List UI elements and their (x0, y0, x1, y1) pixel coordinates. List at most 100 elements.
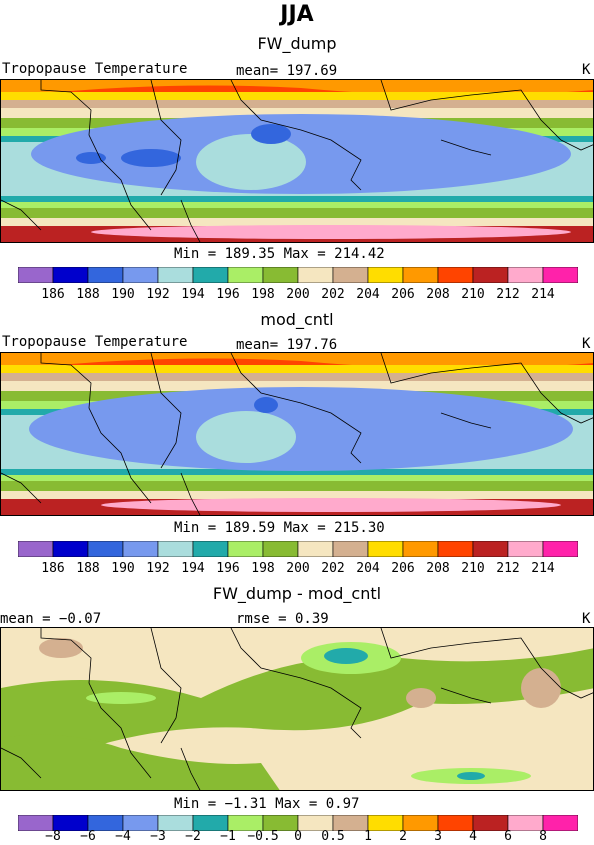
colorbar-swatch (472, 541, 509, 557)
colorbar-tick-label: 204 (356, 287, 380, 302)
colorbar-tick-label: 186 (41, 561, 65, 576)
colorbar-tick-label: 200 (286, 561, 310, 576)
colorbar-tick-label: 190 (111, 287, 135, 302)
page-title: JJA (280, 2, 314, 27)
colorbar-tick-label: −3 (150, 829, 166, 844)
colorbar-tick-label: 200 (286, 287, 310, 302)
colorbar-swatch (367, 267, 404, 283)
panel-2-mean: mean= 197.76 (236, 337, 338, 353)
panel-3-title: FW_dump - mod_cntl (212, 584, 382, 603)
colorbar-swatch (332, 267, 369, 283)
panel-2-colorbar-svg (18, 541, 578, 557)
band-neg1-b (86, 692, 156, 704)
coastline-outline (1, 628, 593, 790)
panel-3-minmax: Min = −1.31 Max = 0.97 (174, 796, 360, 812)
colorbar-tick-label: −4 (115, 829, 131, 844)
colorbar-swatch (542, 541, 578, 557)
colorbar-swatch (472, 267, 509, 283)
colorbar-tick-label: 212 (496, 287, 520, 302)
band-214 (101, 498, 561, 512)
panel-3-colorbar-svg (18, 815, 578, 831)
colorbar-tick-label: 208 (426, 561, 450, 576)
panel-3-map (0, 627, 594, 791)
colorbar-swatch (122, 267, 159, 283)
colorbar-swatch (402, 541, 439, 557)
colorbar-swatch (122, 541, 159, 557)
panel-1-colorbar-svg (18, 267, 578, 283)
colorbar-tick-label: 8 (539, 829, 547, 844)
panel-2-title: mod_cntl (260, 310, 334, 329)
colorbar-tick-label: 188 (76, 287, 100, 302)
panel-2-colorbar (18, 541, 578, 557)
colorbar-tick-label: −1 (220, 829, 236, 844)
colorbar-swatch (297, 267, 334, 283)
colorbar-swatch (227, 267, 264, 283)
colorbar-tick-label: 6 (504, 829, 512, 844)
band-0.5-1-c (39, 638, 83, 658)
colorbar-tick-label: 214 (531, 287, 555, 302)
colorbar-tick-label: 0 (294, 829, 302, 844)
panel-1-field-label: Tropopause Temperature (2, 61, 188, 77)
colorbar-tick-label: 204 (356, 561, 380, 576)
colorbar-swatch (227, 541, 264, 557)
panel-3-mean: mean = −0.07 (0, 611, 102, 627)
colorbar-tick-label: −6 (80, 829, 96, 844)
colorbar-tick-label: −8 (45, 829, 61, 844)
colorbar-tick-label: 1 (364, 829, 372, 844)
band-0.5-1-b (406, 688, 436, 708)
colorbar-swatch (87, 541, 124, 557)
colorbar-tick-label: 214 (531, 561, 555, 576)
colorbar-tick-label: 2 (399, 829, 407, 844)
colorbar-swatch (367, 541, 404, 557)
panel-3-rmse: rmse = 0.39 (236, 611, 329, 627)
colorbar-swatch (542, 267, 578, 283)
colorbar-swatch (297, 541, 334, 557)
panel-2-map (0, 352, 594, 516)
band-214 (91, 225, 571, 239)
colorbar-swatch (507, 267, 544, 283)
colorbar-tick-label: 188 (76, 561, 100, 576)
band-194-inner (196, 411, 296, 463)
panel-3-contour-svg (1, 628, 593, 790)
panel-1-title: FW_dump (257, 34, 337, 53)
colorbar-swatch (402, 267, 439, 283)
colorbar-tick-label: −2 (185, 829, 201, 844)
colorbar-swatch (192, 267, 229, 283)
colorbar-tick-label: 210 (461, 561, 485, 576)
colorbar-tick-label: 192 (146, 561, 170, 576)
panel-1-mean: mean= 197.69 (236, 63, 338, 79)
colorbar-swatch (332, 541, 369, 557)
coastline-outline (1, 353, 593, 515)
band-190 (254, 397, 278, 413)
colorbar-swatch (18, 267, 54, 283)
colorbar-swatch (87, 267, 124, 283)
colorbar-tick-label: 206 (391, 287, 415, 302)
band-neg2 (324, 648, 368, 664)
colorbar-tick-label: 196 (216, 287, 240, 302)
colorbar-swatch (262, 267, 299, 283)
band-0.5-1 (521, 668, 561, 708)
band-194-inner (196, 134, 306, 190)
panel-3-units: K (582, 611, 591, 627)
band-190-a (121, 149, 181, 167)
colorbar-tick-label: 3 (434, 829, 442, 844)
colorbar-swatch (262, 541, 299, 557)
panel-2-field-label: Tropopause Temperature (2, 334, 188, 350)
colorbar-swatch (192, 541, 229, 557)
colorbar-tick-label: 202 (321, 287, 345, 302)
panel-1-map (0, 79, 594, 243)
colorbar-tick-label: 190 (111, 561, 135, 576)
panel-3-colorbar (18, 815, 578, 831)
colorbar-tick-label: 194 (181, 561, 205, 576)
panel-2-colorbar-ticks: 186 188 190 192 194 196 198 200 202 204 206 208 210 2… (18, 561, 578, 577)
band-neg2-b (457, 772, 485, 780)
colorbar-swatch (542, 815, 578, 831)
colorbar-tick-label: 210 (461, 287, 485, 302)
colorbar-tick-label: 192 (146, 287, 170, 302)
band-190-b (251, 124, 291, 144)
panel-1-colorbar-ticks: 186 188 190 192 194 196 198 200 202 204 206 208 210 2… (18, 287, 578, 303)
colorbar-tick-label: 212 (496, 561, 520, 576)
colorbar-swatch (52, 267, 89, 283)
band-190-c (76, 152, 106, 164)
colorbar-tick-label: 198 (251, 287, 275, 302)
